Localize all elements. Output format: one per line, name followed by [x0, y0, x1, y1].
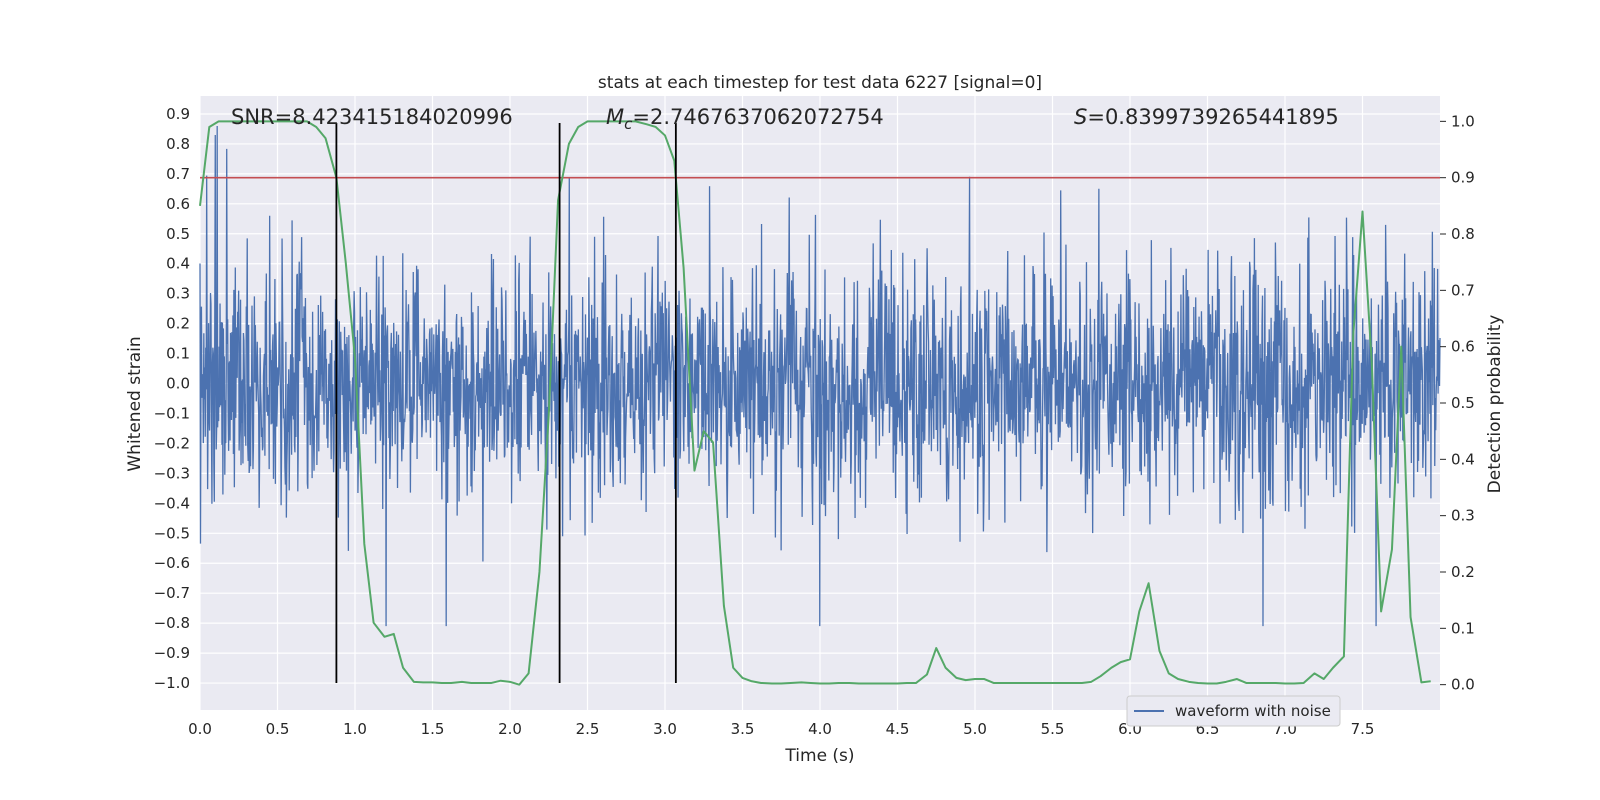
x-tick-label: 5.0	[963, 720, 987, 738]
y-right-ticks: 0.0 0.1 0.2 0.3 0.4 0.5 0.6 0.7 0.8 0.9 1.0	[1440, 112, 1475, 694]
vertical-lines	[335, 122, 677, 684]
y-right-tick-label: 0.4	[1451, 450, 1475, 468]
mc-annotation: Mc=2.7467637062072754	[606, 105, 884, 133]
legend-box	[1126, 695, 1341, 727]
y-right-tick-label: 0.8	[1451, 225, 1475, 243]
chart-title: stats at each timestep for test data 622…	[598, 73, 1042, 93]
y-left-tick-label: −0.2	[154, 434, 190, 452]
y-right-tick-label: 0.2	[1451, 563, 1475, 581]
legend-label: waveform with noise	[1175, 702, 1331, 720]
y-right-tick-label: 0.9	[1451, 169, 1475, 187]
y-right-tick-label: 0.1	[1451, 619, 1475, 637]
y-right-axis-label: Detection probability	[1485, 315, 1505, 494]
y-right-tick-label: 1.0	[1451, 112, 1475, 130]
y-left-tick-label: 0.3	[166, 285, 190, 303]
x-tick-label: 0.5	[266, 720, 290, 738]
y-left-tick-label: −0.3	[154, 464, 190, 482]
mc-value: =2.7467637062072754	[632, 105, 883, 129]
snr-annotation: SNR=8.423415184020996	[231, 105, 513, 129]
y-right-tick-label: 0.7	[1451, 281, 1475, 299]
x-tick-label: 4.5	[886, 720, 910, 738]
x-tick-label: 5.5	[1041, 720, 1065, 738]
y-left-tick-label: −0.6	[154, 554, 190, 572]
y-left-tick-label: −0.4	[154, 494, 190, 512]
y-left-tick-label: −0.7	[154, 584, 190, 602]
y-left-tick-label: 0.7	[166, 165, 190, 183]
mc-symbol: M	[606, 105, 624, 129]
y-left-tick-label: 0.8	[166, 135, 190, 153]
y-left-tick-label: 0.9	[166, 105, 190, 123]
waveform-series	[199, 125, 1441, 627]
x-tick-label: 2.0	[498, 720, 522, 738]
x-tick-label: 1.0	[343, 720, 367, 738]
y-left-tick-label: 0.6	[166, 195, 190, 213]
x-ticks: 0.0 0.5 1.0 1.5 2.0 2.5 3.0 3.5 4.0 4.5 5.0 5.5 6.0 6…	[188, 720, 1374, 738]
s-value: =0.8399739265441895	[1087, 105, 1338, 129]
x-tick-label: 1.5	[421, 720, 445, 738]
x-tick-label: 3.5	[731, 720, 755, 738]
y-left-tick-label: 0.4	[166, 255, 190, 273]
y-left-tick-label: 0.0	[166, 375, 190, 393]
probability-series	[199, 120, 1431, 686]
x-tick-label: 2.5	[576, 720, 600, 738]
y-left-tick-label: 0.1	[166, 345, 190, 363]
y-left-tick-label: −0.5	[154, 524, 190, 542]
y-left-ticks: −1.0 −0.9 −0.8 −0.7 −0.6 −0.5 −0.4 −0.3 −0.2 −0.1…	[154, 105, 190, 692]
y-left-tick-label: 0.5	[166, 225, 190, 243]
mc-subscript: c	[624, 115, 633, 133]
probability-line	[199, 120, 1431, 686]
x-tick-label: 4.0	[808, 720, 832, 738]
s-symbol: S	[1074, 105, 1087, 129]
waveform-line	[199, 125, 1441, 627]
x-tick-label: 0.0	[188, 720, 212, 738]
x-tick-label: 3.0	[653, 720, 677, 738]
y-right-tick-label: 0.6	[1451, 338, 1475, 356]
s-annotation: S=0.8399739265441895	[1074, 105, 1339, 129]
y-right-tick-label: 0.5	[1451, 394, 1475, 412]
legend: waveform with noise	[1126, 695, 1341, 727]
x-axis-label: Time (s)	[784, 746, 854, 766]
y-left-tick-label: 0.2	[166, 315, 190, 333]
y-left-tick-label: −0.1	[154, 404, 190, 422]
y-right-tick-label: 0.0	[1451, 676, 1475, 694]
y-left-axis-label: Whitened strain	[125, 336, 145, 471]
y-right-tick-label: 0.3	[1451, 507, 1475, 525]
y-left-tick-label: −0.8	[154, 614, 190, 632]
y-left-tick-label: −0.9	[154, 644, 190, 662]
x-tick-label: 7.5	[1351, 720, 1375, 738]
y-left-tick-label: −1.0	[154, 674, 190, 692]
